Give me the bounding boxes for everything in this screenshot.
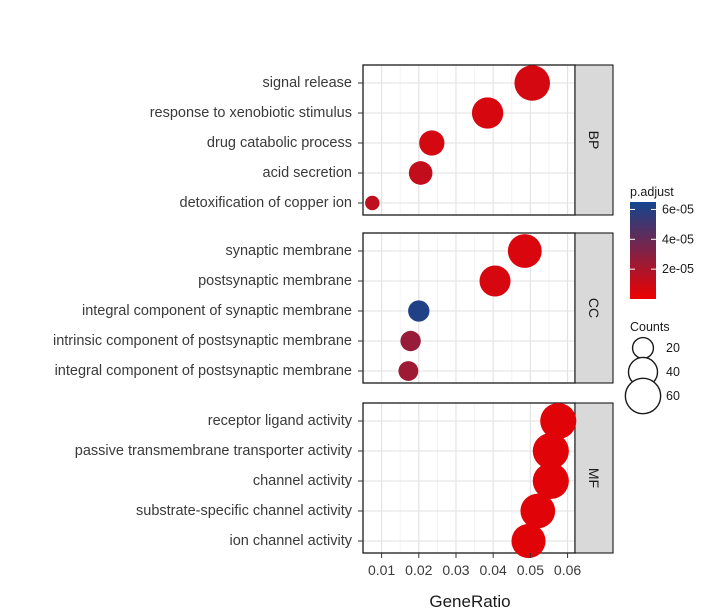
x-axis: 0.01 0.02 0.03 0.04 0.05 0.06 (368, 553, 581, 578)
x-tick-label: 0.06 (554, 562, 581, 578)
panel-background (363, 233, 575, 383)
size-legend: Counts 20 40 60 (624, 320, 680, 415)
x-tick-label: 0.03 (442, 562, 469, 578)
term-label: drug catabolic process (207, 135, 352, 151)
size-legend-key (631, 336, 655, 360)
color-legend: p.adjust 6e-05 4e-05 2e-05 (630, 185, 694, 299)
data-point (471, 97, 504, 129)
data-point (511, 523, 546, 559)
facet-panel-mf: MF receptor ligand activity passive transm… (75, 402, 614, 559)
size-legend-label: 60 (666, 389, 680, 403)
data-point (400, 330, 421, 352)
data-point (408, 161, 433, 185)
facet-label: BP (586, 131, 602, 150)
facet-panels: BP signal release response to xenobiotic s… (53, 64, 614, 559)
size-legend-title: Counts (630, 320, 670, 334)
data-point (408, 300, 430, 322)
facet-strip (574, 232, 614, 384)
data-point (419, 130, 445, 156)
term-label: receptor ligand activity (208, 413, 353, 429)
size-legend-label: 40 (666, 365, 680, 379)
term-label: acid secretion (263, 165, 352, 181)
term-label: passive transmembrane transporter activi… (75, 443, 353, 459)
data-point (479, 265, 511, 297)
term-label: channel activity (253, 473, 353, 489)
term-label: integral component of synaptic membrane (82, 303, 352, 319)
facet-strip (574, 64, 614, 216)
x-axis-title: GeneRatio (429, 592, 510, 610)
term-label: synaptic membrane (225, 243, 352, 259)
color-legend-title: p.adjust (630, 185, 674, 199)
term-label: intrinsic component of postsynaptic memb… (53, 333, 352, 349)
facet-label: CC (586, 298, 602, 318)
color-legend-label: 6e-05 (662, 202, 694, 216)
x-tick-label: 0.02 (405, 562, 432, 578)
x-tick-label: 0.05 (517, 562, 544, 578)
data-point (532, 432, 569, 470)
term-label: detoxification of copper ion (180, 195, 353, 211)
term-label: signal release (263, 75, 352, 91)
facet-panel-bp: BP signal release response to xenobiotic s… (150, 64, 614, 216)
color-legend-label: 2e-05 (662, 262, 694, 276)
data-point (365, 195, 380, 211)
facet-label: MF (586, 468, 602, 488)
term-label: ion channel activity (229, 533, 352, 549)
term-label: substrate-specific channel activity (136, 503, 353, 519)
data-point (514, 65, 551, 101)
x-tick-label: 0.01 (368, 562, 395, 578)
facet-strip (574, 402, 614, 554)
term-label: postsynaptic membrane (198, 273, 352, 289)
data-point (520, 493, 556, 529)
facet-panel-cc: CC synaptic membrane postsynaptic membrane… (53, 232, 614, 384)
data-point (398, 361, 419, 381)
data-point (532, 462, 569, 500)
size-legend-key (624, 377, 662, 415)
data-point (540, 402, 577, 440)
color-legend-bar (630, 202, 656, 299)
data-point (507, 234, 542, 268)
term-label: response to xenobiotic stimulus (150, 105, 352, 121)
term-label: integral component of postsynaptic membr… (55, 363, 352, 379)
size-legend-label: 20 (666, 341, 680, 355)
color-legend-label: 4e-05 (662, 232, 694, 246)
x-tick-label: 0.04 (480, 562, 507, 578)
